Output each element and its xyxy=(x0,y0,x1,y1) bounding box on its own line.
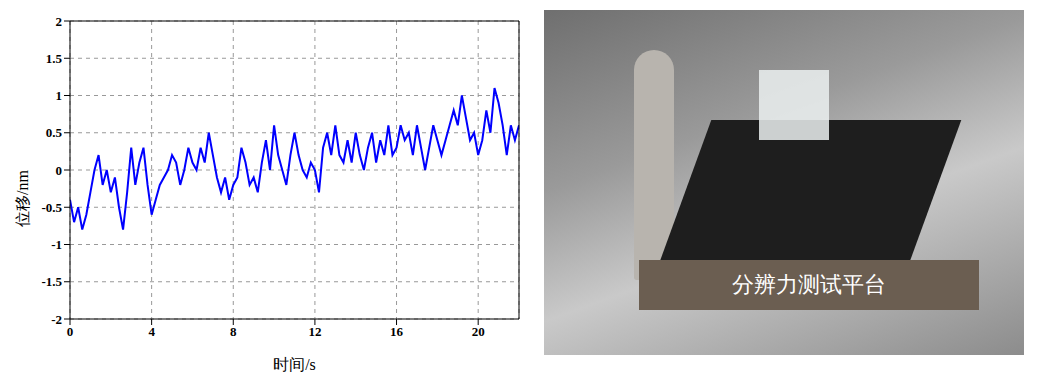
svg-text:-2: -2 xyxy=(51,312,62,327)
svg-text:12: 12 xyxy=(308,324,321,339)
svg-text:16: 16 xyxy=(390,324,404,339)
svg-text:0: 0 xyxy=(56,163,63,178)
svg-text:位移/nm: 位移/nm xyxy=(14,169,31,226)
svg-text:0: 0 xyxy=(67,324,74,339)
svg-text:1.5: 1.5 xyxy=(46,51,63,66)
svg-text:0.5: 0.5 xyxy=(46,125,63,140)
svg-text:8: 8 xyxy=(230,324,237,339)
svg-text:20: 20 xyxy=(472,324,485,339)
svg-text:-0.5: -0.5 xyxy=(41,200,62,215)
html-text:分辨力测试平台: 分辨力测试平台 xyxy=(732,272,886,297)
svg-text:时间/s: 时间/s xyxy=(273,356,316,373)
svg-text:-1.5: -1.5 xyxy=(41,274,62,289)
svg-text:2: 2 xyxy=(56,14,63,29)
svg-text:1: 1 xyxy=(56,88,63,103)
svg-text:-1: -1 xyxy=(51,237,62,252)
svg-text:4: 4 xyxy=(148,324,155,339)
